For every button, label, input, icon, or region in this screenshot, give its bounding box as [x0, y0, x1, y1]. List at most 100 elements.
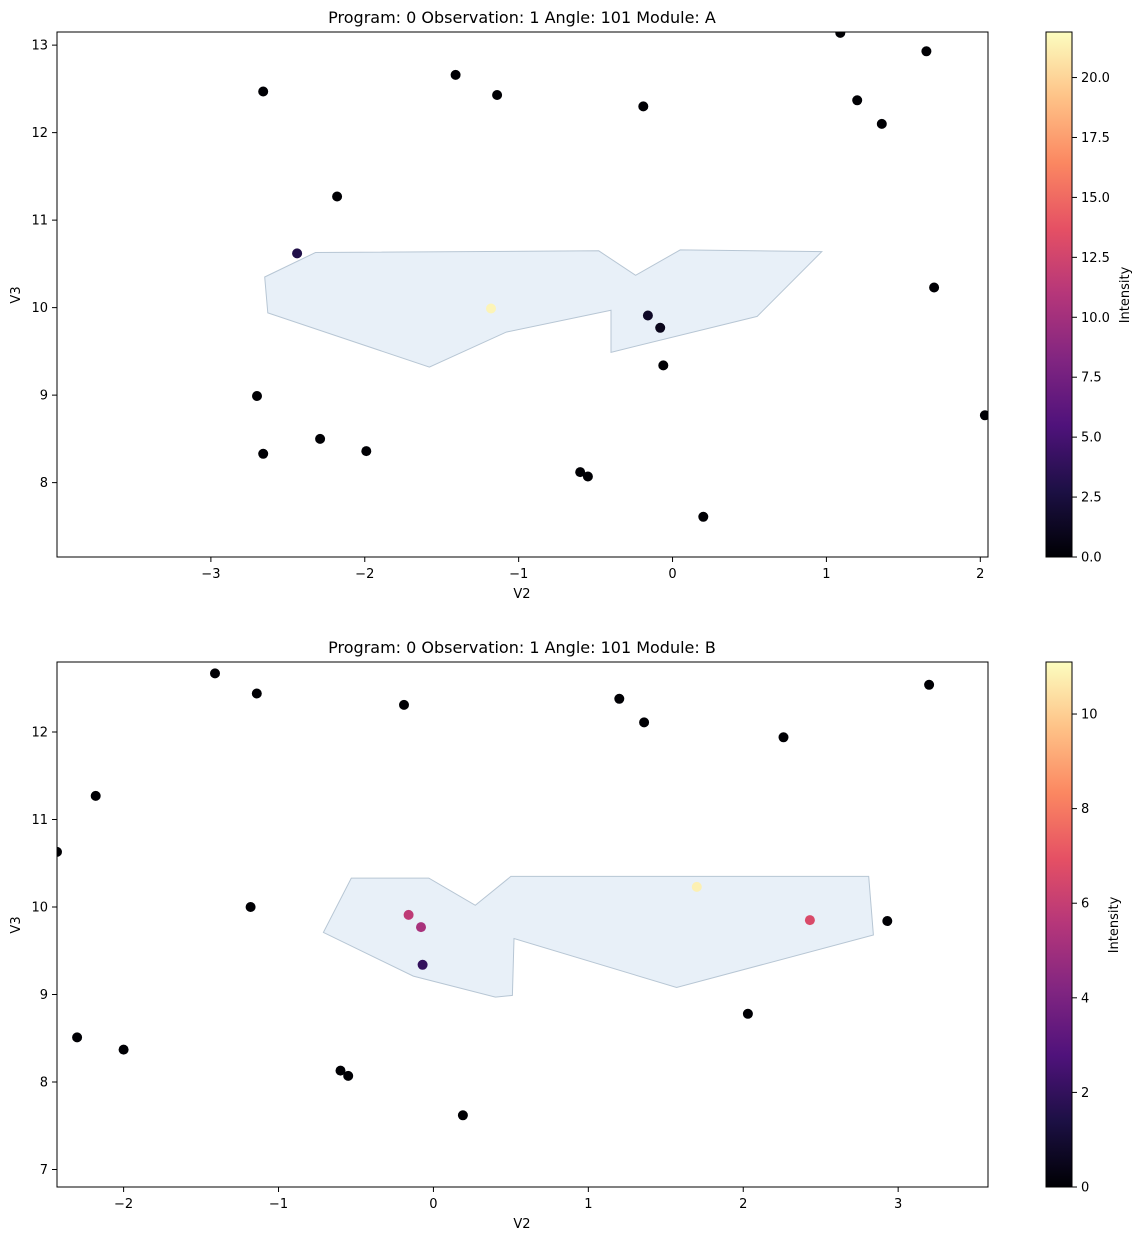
data-point	[698, 511, 709, 522]
colorbar-tick-label: 5.0	[1081, 431, 1102, 446]
y-tick-label: 11	[31, 813, 48, 828]
data-point	[315, 433, 326, 444]
y-tick-label: 7	[40, 1163, 48, 1178]
data-point	[921, 46, 932, 57]
data-point	[457, 1110, 468, 1121]
x-tick-label: −1	[269, 1197, 288, 1212]
data-point	[486, 303, 496, 314]
x-tick-label: −1	[509, 567, 528, 582]
data-point	[882, 916, 893, 926]
y-tick-label: 9	[40, 389, 48, 404]
data-point	[876, 118, 887, 129]
x-tick-label: 2	[976, 567, 984, 582]
data-point	[332, 191, 343, 202]
x-axis-label: V2	[513, 587, 530, 602]
chart-title: Program: 0 Observation: 1 Angle: 101 Mod…	[328, 8, 716, 27]
data-point	[655, 322, 666, 333]
colorbar-tick-label: 7.5	[1081, 371, 1102, 386]
colorbar-tick-label: 2.5	[1081, 491, 1102, 506]
data-point	[72, 1032, 83, 1043]
y-tick-label: 10	[31, 301, 48, 316]
data-point	[852, 95, 863, 106]
y-tick-label: 9	[40, 988, 48, 1003]
data-point	[929, 282, 940, 293]
data-point	[924, 679, 935, 690]
colorbar-tick-label: 10.0	[1081, 311, 1110, 326]
x-tick-label: 3	[894, 1197, 902, 1212]
data-point	[252, 391, 262, 401]
colorbar-tick-label: 0.0	[1081, 551, 1102, 566]
data-point	[450, 69, 461, 80]
data-point	[361, 446, 372, 457]
x-tick-label: −2	[114, 1197, 133, 1212]
x-tick-label: 2	[739, 1197, 747, 1212]
colorbar-tick-label: 2	[1081, 1086, 1089, 1101]
y-tick-label: 12	[31, 126, 48, 141]
footprint-region	[264, 249, 823, 368]
data-point	[292, 248, 303, 259]
plot-frame	[56, 31, 989, 558]
colorbar	[1045, 31, 1073, 558]
colorbar-tick-label: 17.5	[1081, 131, 1110, 146]
y-tick-label: 11	[31, 214, 48, 229]
colorbar-tick-label: 10	[1081, 708, 1098, 723]
data-point	[642, 310, 653, 321]
data-point	[638, 101, 649, 112]
data-point	[258, 448, 269, 459]
data-point	[403, 909, 414, 920]
data-point	[658, 360, 669, 371]
x-tick-label: −3	[201, 567, 220, 582]
y-axis-label: V3	[9, 916, 24, 933]
x-tick-label: 0	[429, 1197, 437, 1212]
data-point	[416, 922, 426, 933]
x-tick-label: −2	[355, 567, 374, 582]
colorbar	[1045, 661, 1073, 1188]
colorbar-label: Intensity	[1107, 896, 1122, 953]
data-point	[804, 915, 815, 926]
chart-panel-module-a: Program: 0 Observation: 1 Angle: 101 Mod…	[9, 8, 1133, 602]
y-tick-label: 13	[31, 39, 48, 54]
data-point	[399, 699, 409, 710]
colorbar-tick-label: 0	[1081, 1181, 1089, 1196]
data-point	[335, 1065, 346, 1076]
data-point	[742, 1008, 753, 1019]
colorbar-tick-label: 4	[1081, 991, 1089, 1006]
y-tick-label: 10	[31, 901, 48, 916]
x-axis-label: V2	[513, 1217, 530, 1232]
data-point	[210, 668, 220, 679]
data-point	[343, 1070, 354, 1081]
data-point	[251, 688, 262, 699]
footprint-region	[322, 875, 874, 998]
data-point	[614, 693, 625, 704]
data-point	[417, 959, 428, 970]
y-tick-label: 8	[40, 476, 48, 491]
colorbar-label: Intensity	[1118, 266, 1133, 323]
data-point	[575, 467, 586, 478]
data-point	[492, 90, 503, 100]
plot-frame	[56, 661, 989, 1188]
data-point	[90, 790, 101, 801]
x-tick-label: 1	[822, 567, 830, 582]
data-point	[639, 717, 650, 728]
chart-title: Program: 0 Observation: 1 Angle: 101 Mod…	[328, 638, 716, 657]
data-point	[582, 471, 593, 482]
colorbar-tick-label: 8	[1081, 802, 1089, 817]
colorbar-tick-label: 15.0	[1081, 191, 1110, 206]
data-point	[979, 410, 988, 421]
y-tick-label: 12	[31, 726, 48, 741]
data-point	[258, 86, 269, 97]
data-point	[118, 1044, 129, 1055]
data-point	[245, 902, 256, 912]
x-tick-label: 1	[584, 1197, 592, 1212]
data-point	[835, 32, 846, 38]
colorbar-tick-label: 12.5	[1081, 251, 1110, 266]
data-point	[778, 732, 789, 743]
y-tick-label: 8	[40, 1076, 48, 1091]
colorbar-tick-label: 6	[1081, 897, 1089, 912]
y-axis-label: V3	[9, 286, 24, 303]
colorbar-tick-label: 20.0	[1081, 71, 1110, 86]
data-point	[57, 846, 62, 857]
data-point	[691, 881, 702, 892]
chart-panel-module-b: Program: 0 Observation: 1 Angle: 101 Mod…	[9, 638, 1122, 1232]
